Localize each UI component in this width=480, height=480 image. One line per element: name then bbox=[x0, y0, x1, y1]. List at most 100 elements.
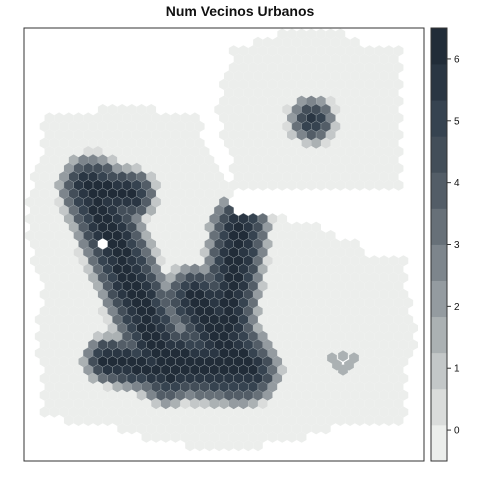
hex-cell bbox=[160, 196, 171, 208]
hex-cell bbox=[122, 162, 132, 174]
hex-cell bbox=[59, 339, 69, 351]
hex-cell bbox=[180, 162, 191, 174]
hex-cell bbox=[243, 87, 254, 99]
hex-cell bbox=[345, 280, 355, 292]
hex-cell bbox=[63, 280, 74, 292]
hex-cell bbox=[83, 314, 94, 326]
hex-cell bbox=[117, 137, 127, 149]
hex-cell bbox=[296, 78, 307, 90]
hex-cell bbox=[44, 381, 55, 393]
hex-cell bbox=[83, 280, 94, 292]
hex-cell bbox=[248, 129, 258, 141]
hex-cell bbox=[301, 238, 312, 250]
hex-cell bbox=[369, 389, 380, 401]
hex-cell bbox=[44, 280, 55, 292]
hex-cell bbox=[126, 406, 137, 418]
hex-cell bbox=[364, 364, 375, 376]
hex-cell bbox=[131, 398, 142, 410]
hex-cell bbox=[59, 406, 69, 418]
hex-cell bbox=[54, 280, 64, 292]
hex-cell bbox=[30, 171, 40, 183]
hex-cell bbox=[78, 339, 89, 351]
hex-cell bbox=[112, 414, 123, 426]
hex-cell bbox=[306, 62, 317, 74]
hex-cell bbox=[257, 280, 268, 292]
hex-cell bbox=[277, 179, 288, 191]
hex-cell bbox=[364, 45, 375, 57]
hex-cell bbox=[204, 188, 215, 200]
hex-cell bbox=[262, 389, 273, 401]
hex-cell bbox=[306, 330, 317, 342]
hex-cell bbox=[393, 314, 404, 326]
hex-cell bbox=[364, 146, 375, 158]
hex-cell bbox=[228, 62, 239, 74]
hex-cell bbox=[63, 129, 74, 141]
hex-cell bbox=[175, 204, 186, 216]
hex-cell bbox=[199, 196, 210, 208]
hex-cell bbox=[131, 162, 142, 174]
hex-cell bbox=[374, 297, 385, 309]
hex-cell bbox=[165, 154, 176, 166]
hex-cell bbox=[160, 146, 171, 158]
hex-cell bbox=[291, 238, 302, 250]
hex-cell bbox=[97, 104, 108, 116]
hex-cell bbox=[335, 263, 346, 275]
hex-cell bbox=[78, 120, 89, 132]
hex-cell bbox=[54, 398, 64, 410]
hex-cell bbox=[384, 162, 394, 174]
hex-cell bbox=[141, 398, 152, 410]
hex-cell bbox=[190, 196, 200, 208]
hex-cell bbox=[223, 120, 234, 132]
hex-cell bbox=[219, 78, 229, 90]
hex-cell bbox=[277, 414, 288, 426]
hex-cell bbox=[325, 381, 336, 393]
hex-cell bbox=[262, 120, 273, 132]
hex-cell bbox=[68, 272, 79, 284]
hex-cell bbox=[306, 146, 317, 158]
hex-cell bbox=[320, 238, 331, 250]
hex-cell bbox=[267, 95, 278, 107]
hex-cell bbox=[408, 322, 418, 334]
hex-cell bbox=[374, 45, 385, 57]
hex-cell bbox=[282, 288, 292, 300]
hex-cell bbox=[248, 146, 258, 158]
hex-cell bbox=[277, 314, 288, 326]
hex-cell bbox=[287, 162, 297, 174]
hex-cell bbox=[39, 255, 50, 267]
hex-cell bbox=[180, 431, 191, 443]
hex-cell bbox=[359, 339, 370, 351]
hex-cell bbox=[369, 87, 380, 99]
hex-cell bbox=[170, 179, 181, 191]
hex-cell bbox=[311, 389, 321, 401]
hex-cell bbox=[291, 356, 302, 368]
hex-cell bbox=[243, 154, 254, 166]
hex-cell bbox=[165, 120, 176, 132]
hex-cell bbox=[277, 129, 288, 141]
hex-cell bbox=[146, 171, 157, 183]
hex-cell bbox=[291, 272, 302, 284]
hex-cell bbox=[316, 78, 326, 90]
hex-cell bbox=[78, 356, 89, 368]
hex-cell bbox=[262, 339, 273, 351]
hex-cell bbox=[393, 330, 404, 342]
hex-cell bbox=[316, 230, 326, 242]
hex-cell bbox=[364, 62, 375, 74]
hex-cell bbox=[267, 431, 278, 443]
colorbar-tick-label: 5 bbox=[454, 116, 460, 127]
hex-cell bbox=[277, 246, 288, 258]
hex-cell bbox=[68, 339, 79, 351]
hex-cell bbox=[136, 104, 147, 116]
hex-cell bbox=[253, 87, 263, 99]
hex-cell bbox=[330, 120, 341, 132]
hex-cell bbox=[165, 238, 176, 250]
hex-cell bbox=[63, 347, 74, 359]
hex-cell bbox=[350, 238, 360, 250]
colorbar-swatch bbox=[431, 172, 447, 209]
hex-cell bbox=[131, 146, 142, 158]
hex-cell bbox=[388, 305, 399, 317]
hex-cell bbox=[267, 297, 278, 309]
hex-cell bbox=[257, 45, 268, 57]
hex-cell bbox=[117, 423, 127, 435]
hex-cell bbox=[199, 146, 210, 158]
hex-cell bbox=[262, 406, 273, 418]
